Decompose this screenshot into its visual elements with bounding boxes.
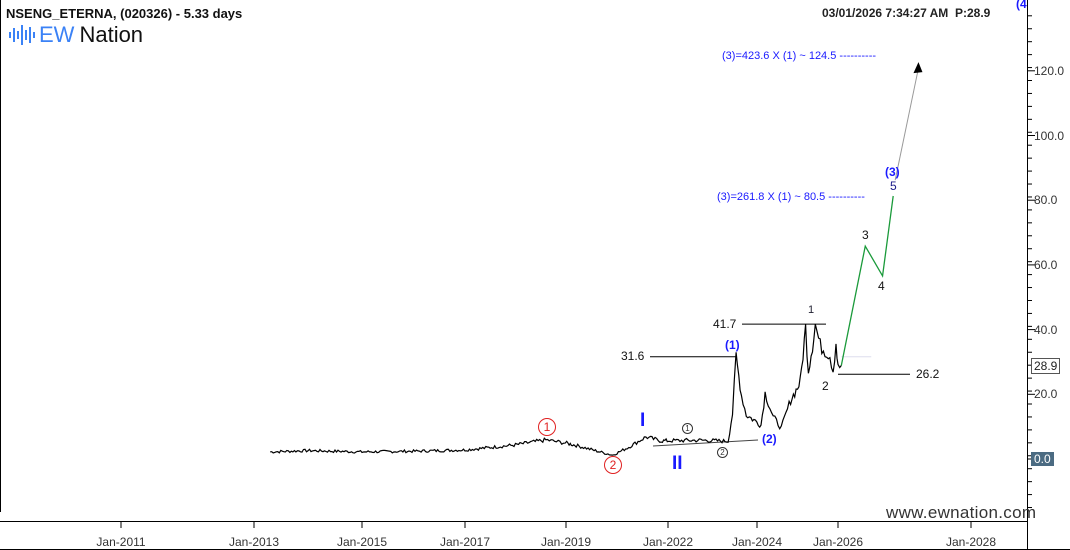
corner-wave-label: (4 (1016, 0, 1027, 11)
projection-label-124: (3)=423.6 X (1) ~ 124.5 ---------- (722, 50, 877, 62)
wave-2-trendline (652, 439, 759, 447)
timestamp-readout: 03/01/2026 7:34:27 AM P:28.9 (822, 6, 990, 20)
x-tick-label: Jan-2011 (96, 535, 146, 549)
logo-nation: Nation (79, 22, 144, 47)
wave-II: II (672, 453, 683, 474)
wave-5: 5 (890, 179, 897, 193)
level-label-26-2: 26.2 (916, 367, 940, 381)
last-price-badge: 28.9 (1031, 358, 1061, 374)
wave-paren-3: (3) (885, 165, 900, 179)
price-line (270, 324, 842, 456)
zero-badge: 0.0 (1031, 452, 1054, 466)
soundwave-icon (9, 25, 35, 45)
arrowhead-icon (913, 62, 923, 74)
wave-4: 4 (878, 279, 885, 293)
wave-1: 1 (808, 304, 815, 316)
wave-circled-1: 1 (682, 423, 693, 434)
x-tick-label: Jan-2024 (731, 535, 783, 549)
wave-red-2: 2 (604, 456, 622, 474)
projection-arrow-line (894, 67, 919, 181)
wave-2: 2 (822, 379, 829, 393)
level-label-41-7: 41.7 (713, 317, 737, 331)
x-tick-label: Jan-2022 (642, 535, 694, 549)
x-tick-label: Jan-2026 (812, 535, 864, 549)
y-tick-label: 40.0 (1034, 322, 1058, 337)
x-tick-label: Jan-2017 (439, 535, 491, 549)
timestamp: 03/01/2026 7:34:27 AM (822, 6, 949, 20)
price-readout: P:28.9 (954, 6, 991, 20)
level-label-31-6: 31.6 (621, 349, 645, 363)
y-tick-label: 20.0 (1034, 387, 1058, 402)
x-tick-label: Jan-2019 (540, 535, 592, 549)
y-tick-label: 120.0 (1034, 63, 1065, 78)
projection-path (840, 195, 894, 366)
y-tick-label: 60.0 (1034, 257, 1058, 272)
wave-red-1: 1 (538, 418, 556, 436)
y-tick-label: 100.0 (1034, 128, 1065, 143)
x-tick-label: Jan-2028 (945, 535, 997, 549)
logo: EW Nation (8, 22, 143, 48)
y-tick-label: 80.0 (1034, 193, 1058, 208)
chart-title: NSENG_ETERNA, (020326) - 5.33 days (6, 6, 243, 21)
wave-paren-2: (2) (762, 432, 777, 446)
wave-I: I (640, 410, 646, 431)
x-tick-label: Jan-2013 (228, 535, 280, 549)
x-tick-label: Jan-2015 (336, 535, 388, 549)
wave-3: 3 (862, 228, 869, 242)
projection-label-80: (3)=261.8 X (1) ~ 80.5 ---------- (717, 191, 865, 203)
logo-ew: EW (39, 22, 75, 47)
watermark: www.ewnation.com (886, 503, 1037, 522)
wave-paren-1: (1) (725, 338, 740, 352)
wave-circled-2: 2 (717, 447, 728, 458)
